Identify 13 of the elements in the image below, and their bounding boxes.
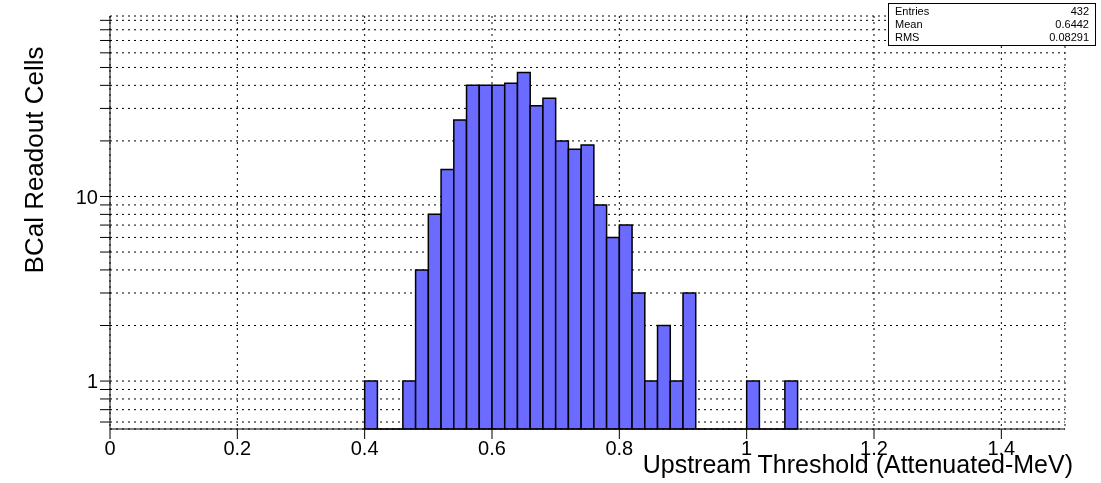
text: 432 — [1069, 5, 1089, 18]
y-tick-label: 10 — [75, 185, 98, 208]
annotation: Mean — [895, 18, 924, 31]
x-tick-label: 0.8 — [605, 437, 634, 460]
x-tick-label: 0 — [104, 437, 116, 460]
annotation: RMS — [895, 31, 921, 44]
annotation: Entries — [895, 5, 931, 18]
x-tick-label: 0.4 — [350, 437, 379, 460]
annotation: 0.08291 — [1049, 31, 1089, 44]
y-axis-title: BCal Readout Cells — [18, 46, 50, 274]
annotation: 0.6442 — [1054, 18, 1089, 31]
x-tick-label: 0.2 — [223, 437, 252, 460]
x-tick-label: 0.6 — [478, 437, 506, 460]
